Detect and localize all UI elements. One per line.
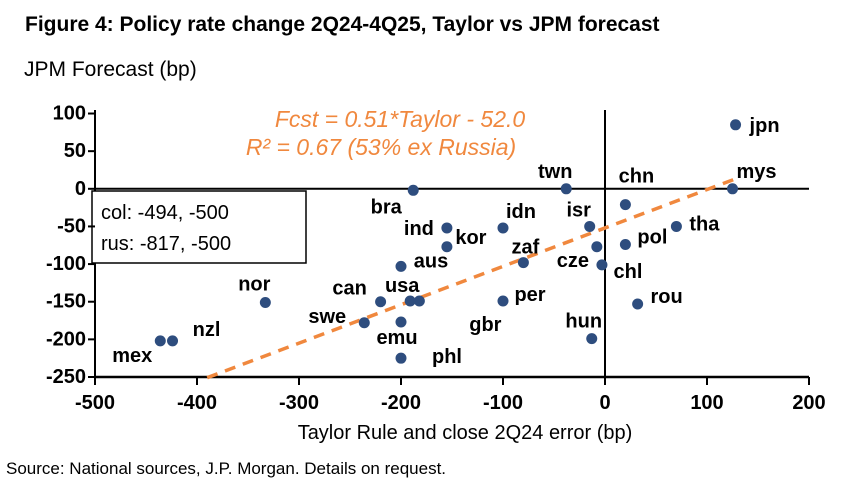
data-point-kor: [441, 241, 453, 253]
data-point-mys: [727, 183, 738, 195]
chart-title: Figure 4: Policy rate change 2Q24-4Q25, …: [25, 13, 660, 36]
data-point-twn: [560, 183, 572, 195]
y-tick-label: 0: [75, 178, 86, 200]
data-point-jpn: [730, 119, 742, 131]
point-label-hun: hun: [565, 311, 602, 333]
data-point-chl: [596, 259, 608, 271]
x-axis-title: Taylor Rule and close 2Q24 error (bp): [298, 422, 633, 444]
x-tick-label: -300: [279, 392, 319, 414]
data-point-ind: [441, 222, 453, 234]
x-tick-label: 100: [690, 392, 723, 414]
y-tick-label: -100: [46, 253, 86, 275]
point-label-can: can: [332, 278, 366, 300]
data-point-usa: [404, 295, 416, 307]
data-point-swe: [358, 317, 370, 329]
source-note: Source: National sources, J.P. Morgan. D…: [6, 459, 447, 478]
point-label-idn: idn: [506, 201, 536, 223]
data-point-tha: [670, 220, 682, 232]
point-label-aus: aus: [414, 250, 448, 272]
data-point-phl: [395, 352, 407, 364]
point-label-phl: phl: [432, 346, 462, 368]
data-point-can: [375, 296, 387, 308]
point-label-chl: chl: [613, 261, 642, 283]
r-squared-note: R² = 0.67 (53% ex Russia): [246, 134, 516, 160]
data-point-idn: [497, 222, 509, 234]
x-tick-label: -400: [177, 392, 217, 414]
y-tick-label: -150: [46, 291, 86, 313]
point-label-ind: ind: [404, 218, 434, 240]
point-label-nor: nor: [238, 273, 270, 295]
outlier-note-rus: rus: -817, -500: [101, 233, 231, 255]
point-label-swe: swe: [308, 306, 346, 328]
data-point-bra: [407, 184, 419, 196]
data-point-aus: [395, 260, 407, 272]
point-label-gbr: gbr: [469, 314, 501, 336]
point-label-pol: pol: [637, 227, 667, 249]
x-tick-label: 0: [599, 392, 610, 414]
data-point-emu: [395, 316, 407, 328]
y-axis-title: JPM Forecast (bp): [24, 58, 197, 81]
outlier-note-col: col: -494, -500: [101, 202, 229, 224]
data-point-zaf: [517, 257, 529, 269]
point-label-mys: mys: [736, 161, 776, 183]
point-label-bra: bra: [371, 196, 403, 218]
y-tick-label: -200: [46, 328, 86, 350]
x-tick-label: -100: [483, 392, 523, 414]
point-label-tha: tha: [689, 213, 720, 235]
point-label-usa: usa: [385, 275, 420, 297]
y-tick-label: -50: [57, 215, 86, 237]
point-label-zaf: zaf: [512, 237, 540, 259]
point-label-rou: rou: [651, 286, 683, 308]
y-tick-label: 50: [64, 140, 86, 162]
x-tick-label: -200: [381, 392, 421, 414]
data-point-per: [497, 295, 509, 307]
point-label-mex: mex: [112, 345, 152, 367]
y-tick-label: -250: [46, 366, 86, 388]
data-point-pol: [619, 239, 631, 251]
y-tick-label: 100: [53, 103, 86, 125]
outlier-note-box: [91, 190, 307, 264]
point-label-per: per: [514, 284, 545, 306]
data-point-nzl: [167, 335, 179, 347]
point-label-kor: kor: [455, 227, 486, 249]
point-label-chn: chn: [619, 166, 655, 188]
point-label-nzl: nzl: [193, 319, 221, 341]
data-point-isr: [584, 220, 596, 232]
point-label-emu: emu: [376, 327, 417, 349]
data-point-hun: [586, 333, 598, 345]
data-point-rou: [632, 298, 644, 310]
point-label-cze: cze: [557, 250, 589, 272]
data-point-chn: [619, 199, 631, 211]
data-point-cze: [591, 241, 603, 253]
x-tick-label: 200: [792, 392, 825, 414]
regression-equation: Fcst = 0.51*Taylor - 52.0: [275, 106, 526, 132]
x-tick-label: -500: [75, 392, 115, 414]
data-point-gbr: [413, 295, 425, 307]
data-point-mex: [154, 335, 166, 347]
point-label-jpn: jpn: [749, 115, 780, 137]
point-label-twn: twn: [538, 161, 572, 183]
data-point-nor: [259, 296, 271, 308]
point-label-isr: isr: [566, 199, 591, 221]
